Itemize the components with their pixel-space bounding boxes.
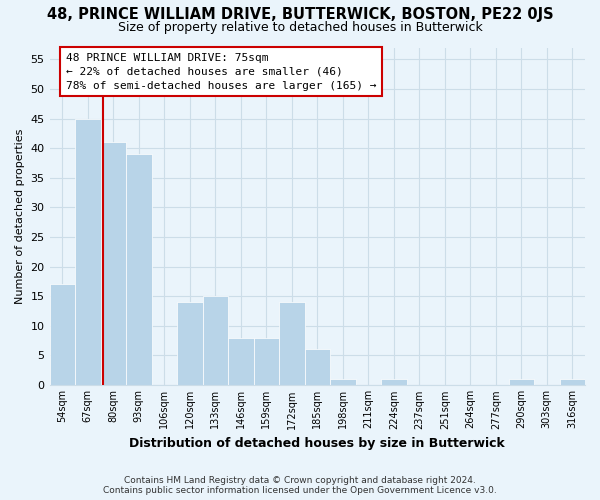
Text: 48, PRINCE WILLIAM DRIVE, BUTTERWICK, BOSTON, PE22 0JS: 48, PRINCE WILLIAM DRIVE, BUTTERWICK, BO… (47, 8, 553, 22)
Text: Contains HM Land Registry data © Crown copyright and database right 2024.
Contai: Contains HM Land Registry data © Crown c… (103, 476, 497, 495)
Bar (305, 350, 330, 385)
Bar (279, 302, 305, 385)
Bar (381, 379, 407, 385)
Bar (177, 302, 203, 385)
Text: Size of property relative to detached houses in Butterwick: Size of property relative to detached ho… (118, 21, 482, 34)
Bar (560, 379, 585, 385)
Bar (509, 379, 534, 385)
Text: 48 PRINCE WILLIAM DRIVE: 75sqm
← 22% of detached houses are smaller (46)
78% of : 48 PRINCE WILLIAM DRIVE: 75sqm ← 22% of … (65, 52, 376, 90)
Bar (330, 379, 356, 385)
Bar (254, 338, 279, 385)
Bar (50, 284, 75, 385)
Bar (228, 338, 254, 385)
Bar (75, 118, 101, 385)
Bar (203, 296, 228, 385)
Y-axis label: Number of detached properties: Number of detached properties (15, 128, 25, 304)
Bar (126, 154, 152, 385)
X-axis label: Distribution of detached houses by size in Butterwick: Distribution of detached houses by size … (130, 437, 505, 450)
Bar (101, 142, 126, 385)
